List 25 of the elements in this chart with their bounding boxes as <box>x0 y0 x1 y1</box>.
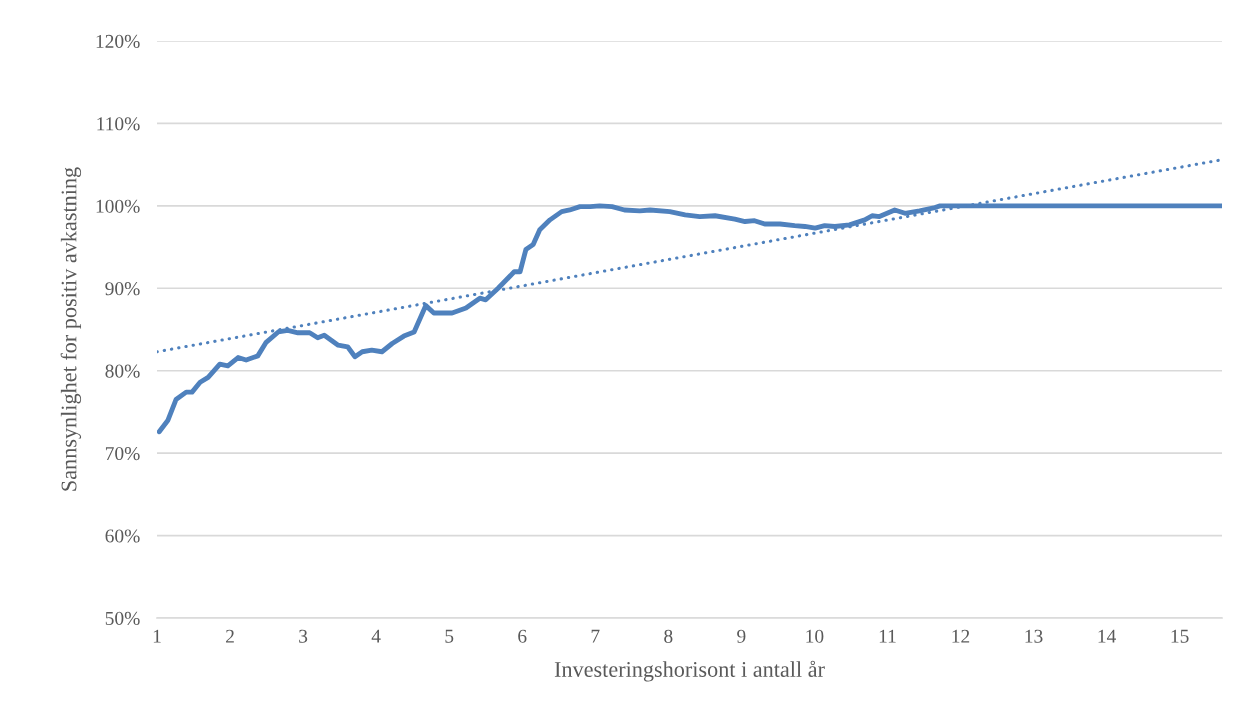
x-tick-label: 15 <box>1171 629 1189 643</box>
y-tick-label: 100% <box>96 199 140 213</box>
x-tick-label: 7 <box>591 629 600 643</box>
x-tick-label: 3 <box>299 629 308 643</box>
y-tick-label: 60% <box>105 529 140 543</box>
x-tick-label: 5 <box>445 629 454 643</box>
x-tick-label: 11 <box>879 629 896 643</box>
x-tick-label: 2 <box>226 629 234 643</box>
y-tick-label: 70% <box>105 446 140 461</box>
x-tick-label: 1 <box>153 629 161 643</box>
x-tick-label: 12 <box>952 629 970 643</box>
x-tick-label: 14 <box>1098 629 1117 643</box>
x-tick-label: 10 <box>806 629 824 643</box>
x-tick-label: 8 <box>664 629 673 643</box>
y-tick-label: 80% <box>105 364 140 378</box>
y-tick-label: 110% <box>97 117 140 131</box>
x-tick-label: 9 <box>737 629 746 643</box>
x-tick-label: 6 <box>518 629 527 643</box>
x-axis-title: Investeringshorisont i antall år <box>554 660 825 682</box>
y-tick-label: 120% <box>96 34 140 48</box>
y-tick-label: 90% <box>105 282 140 296</box>
x-tick-label: 13 <box>1025 629 1043 643</box>
x-tick-label: 4 <box>371 629 381 643</box>
y-tick-label: 50% <box>105 611 140 625</box>
y-axis-title: Sannsynlighet for positiv avkastning <box>60 167 82 491</box>
